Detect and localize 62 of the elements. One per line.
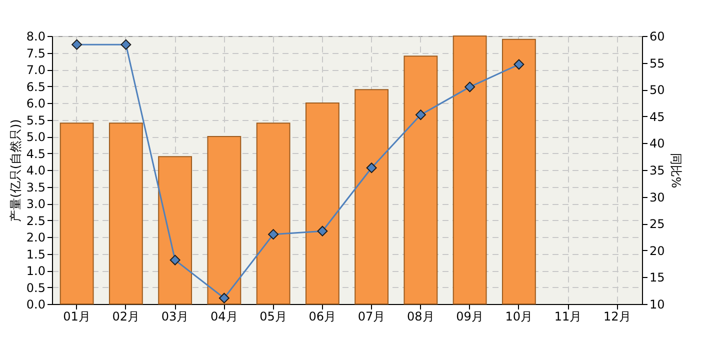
y2-tick-label: 30 bbox=[650, 190, 665, 204]
point bbox=[218, 292, 230, 304]
x-tick-label: 08月 bbox=[407, 310, 434, 324]
x-tick-label: 06月 bbox=[308, 310, 336, 324]
point bbox=[170, 254, 180, 266]
y-tick-label: 7.5 bbox=[26, 46, 46, 60]
y-tick-label: 5.0 bbox=[26, 130, 46, 144]
y2-tick-label: 35 bbox=[650, 164, 665, 178]
y2-tick-label: 45 bbox=[650, 110, 665, 124]
point bbox=[464, 82, 476, 92]
x-tick-label: 01月 bbox=[63, 310, 90, 324]
y2-tick-label: 25 bbox=[650, 217, 665, 232]
x-tick-label: 04月 bbox=[210, 310, 238, 324]
bar bbox=[452, 36, 487, 304]
x-tick-label: 03月 bbox=[161, 310, 189, 324]
x-tick-label: 10月 bbox=[505, 310, 533, 324]
x-tick-label: 11月 bbox=[554, 310, 582, 324]
y2-tick-label: 50 bbox=[650, 83, 665, 98]
y2-tick-label: 55 bbox=[650, 56, 665, 70]
bar bbox=[354, 89, 389, 304]
y-tick-label: 8.0 bbox=[26, 30, 46, 44]
point bbox=[514, 59, 524, 70]
y-tick-label: 2.0 bbox=[26, 230, 46, 244]
y2-tick-label: 60 bbox=[650, 30, 665, 44]
y-tick-label: 1.5 bbox=[26, 247, 46, 262]
point bbox=[366, 162, 377, 174]
y-tick-label: 0.0 bbox=[26, 298, 46, 312]
y-tick-label: 1.0 bbox=[26, 264, 46, 278]
x-tick-label: 07月 bbox=[358, 310, 386, 324]
y-axis-title: 产量(亿只(自然只)) bbox=[8, 119, 22, 222]
bar bbox=[60, 122, 94, 304]
bar bbox=[158, 156, 192, 304]
y-tick-label: 0.5 bbox=[26, 280, 46, 295]
point bbox=[415, 110, 426, 120]
y2-tick-label: 20 bbox=[650, 244, 665, 258]
y2-tick-label: 10 bbox=[650, 298, 665, 312]
point bbox=[120, 39, 132, 50]
y-tick-label: 3.5 bbox=[26, 180, 46, 194]
y-tick-label: 5.5 bbox=[26, 113, 46, 128]
y-tick-label: 2.5 bbox=[26, 214, 46, 228]
x-tick-label: 09月 bbox=[456, 310, 484, 324]
y-tick-label: 4.5 bbox=[26, 146, 46, 161]
y2-tick-label: 15 bbox=[650, 270, 665, 285]
point bbox=[268, 229, 279, 240]
bar bbox=[256, 122, 290, 304]
y2-axis-title: 同比% bbox=[668, 152, 683, 188]
x-tick-label: 12月 bbox=[604, 310, 631, 324]
y-tick-label: 6.5 bbox=[26, 80, 46, 94]
x-tick-label: 02月 bbox=[112, 310, 140, 324]
bar bbox=[404, 56, 438, 304]
y-tick-label: 3.0 bbox=[26, 197, 46, 211]
y-tick-label: 6.0 bbox=[26, 96, 46, 110]
bar bbox=[207, 136, 242, 304]
point bbox=[317, 226, 328, 236]
point bbox=[72, 39, 82, 50]
bar bbox=[108, 122, 143, 304]
bar bbox=[305, 102, 340, 304]
y-tick-label: 7.0 bbox=[26, 63, 46, 77]
bar bbox=[502, 38, 536, 304]
y-tick-label: 4.0 bbox=[26, 164, 46, 178]
y2-tick-label: 40 bbox=[650, 136, 665, 151]
x-tick-label: 05月 bbox=[260, 310, 287, 324]
